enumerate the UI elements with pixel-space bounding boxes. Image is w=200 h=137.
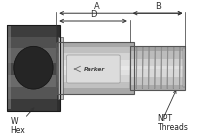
Text: B: B [155,2,161,11]
Text: W: W [11,117,18,126]
Bar [56,66,134,70]
Text: Hex: Hex [11,126,25,135]
Bar [56,82,134,89]
Bar [56,42,134,94]
Bar [56,65,134,70]
Bar [7,99,60,111]
Bar [56,65,134,69]
Bar [130,69,185,77]
Bar [58,37,63,99]
Bar [56,89,134,94]
Bar [7,60,60,73]
Bar [7,25,60,37]
Text: NPT: NPT [158,114,173,123]
Bar [130,66,185,69]
Bar [7,60,60,75]
Bar [57,25,60,111]
Bar [7,48,60,62]
Bar [8,26,11,109]
Text: Threads: Threads [158,123,188,132]
Bar [130,46,185,90]
Bar [130,85,185,90]
Bar [7,87,60,99]
Bar [7,62,60,75]
Bar [130,77,185,85]
Bar [7,37,60,48]
Bar [56,69,134,75]
FancyBboxPatch shape [67,55,120,83]
Bar [183,48,185,87]
Bar [130,51,185,59]
Bar [7,25,60,111]
Bar [7,73,60,87]
Text: A: A [94,2,99,11]
Ellipse shape [14,46,53,89]
Bar [56,42,134,47]
Bar [56,47,134,53]
Bar [56,60,134,66]
Text: D: D [90,10,96,19]
Bar [130,46,185,51]
Bar [56,53,134,60]
Bar [56,75,134,82]
Text: Parker: Parker [84,66,105,72]
Bar [130,59,185,66]
